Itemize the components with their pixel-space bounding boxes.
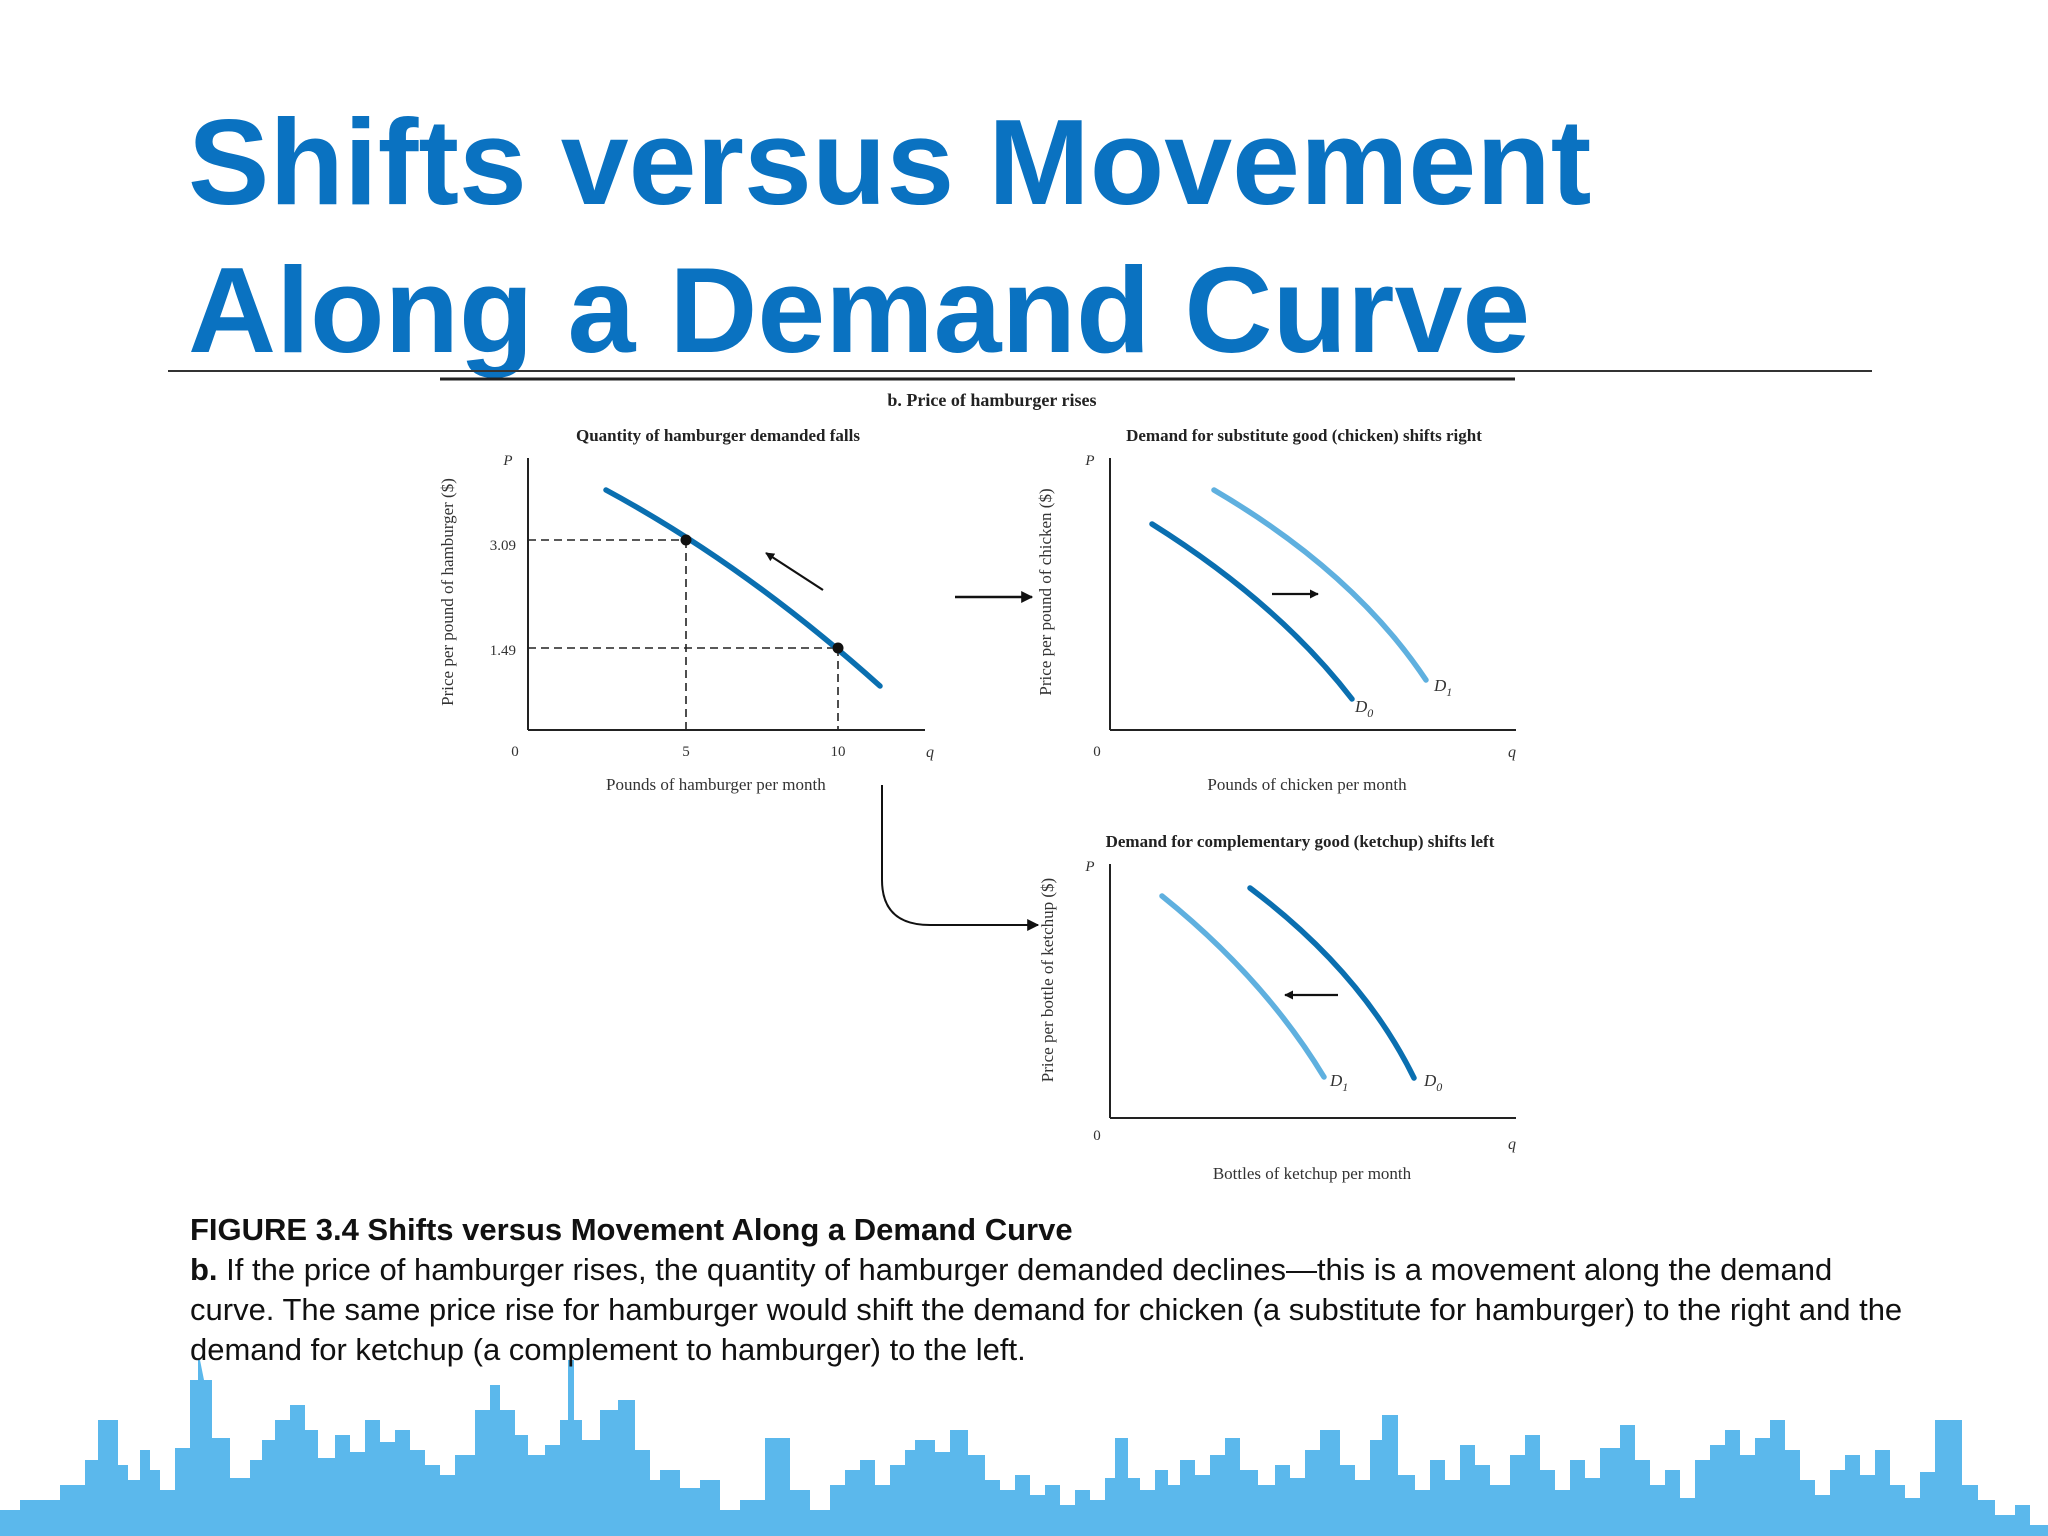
panel-hamburger-ylabel: Price per pound of hamburger ($) xyxy=(438,478,457,706)
panel-hamburger-origin: 0 xyxy=(511,744,519,760)
panel-chicken-xlabel: Pounds of chicken per month xyxy=(1207,775,1407,794)
y-tick-label: 1.49 xyxy=(490,643,516,659)
movement-arrow xyxy=(765,552,824,591)
slide-title-line1: Shifts versus Movement xyxy=(188,94,1592,230)
caption-title: FIGURE 3.4 Shifts versus Movement Along … xyxy=(190,1212,1073,1247)
ketchup-label-d0: D0 xyxy=(1423,1071,1442,1094)
ketchup-label-d1: D1 xyxy=(1329,1071,1348,1094)
x-tick-label: 5 xyxy=(682,744,690,760)
figure-header: b. Price of hamburger rises xyxy=(887,390,1096,410)
slide-title: Shifts versus Movement Along a Demand Cu… xyxy=(188,88,1888,384)
panel-hamburger-y-symbol: P xyxy=(502,453,512,469)
chicken-curve-d0 xyxy=(1149,521,1355,702)
chicken-curve-d1 xyxy=(1211,487,1429,683)
caption-body: If the price of hamburger rises, the qua… xyxy=(190,1252,1903,1367)
panel-ketchup-y-symbol: P xyxy=(1084,859,1094,875)
panel-chicken-y-symbol: P xyxy=(1084,453,1094,469)
panel-chicken-ylabel: Price per pound of chicken ($) xyxy=(1036,488,1055,695)
connector-arrow-down xyxy=(881,785,1040,931)
panel-ketchup-ylabel: Price per bottle of ketchup ($) xyxy=(1038,878,1057,1082)
hamburger-demand-curve xyxy=(603,487,883,689)
ketchup-curve-d1 xyxy=(1159,893,1327,1080)
panel-ketchup-title: Demand for complementary good (ketchup) … xyxy=(1106,832,1495,851)
title-divider xyxy=(168,370,1872,372)
panel-ketchup-origin: 0 xyxy=(1093,1128,1101,1144)
panel-hamburger-xlabel: Pounds of hamburger per month xyxy=(606,775,826,794)
panel-chicken-origin: 0 xyxy=(1093,744,1101,760)
skyline-silhouette xyxy=(0,1360,2048,1536)
panel-ketchup: Demand for complementary good (ketchup) … xyxy=(1038,832,1516,1183)
caption-lead: b. xyxy=(190,1252,218,1287)
panel-ketchup-xlabel: Bottles of ketchup per month xyxy=(1213,1164,1412,1183)
chicken-label-d0: D0 xyxy=(1354,697,1373,720)
panel-chicken-x-symbol: q xyxy=(1508,744,1516,761)
panel-hamburger-x-symbol: q xyxy=(926,744,934,761)
data-point-3.09 xyxy=(680,534,692,546)
slide-title-line2: Along a Demand Curve xyxy=(188,242,1531,378)
panel-hamburger-title: Quantity of hamburger demanded falls xyxy=(576,426,860,445)
x-tick-label: 10 xyxy=(831,744,846,760)
ketchup-curve-d0 xyxy=(1247,885,1417,1081)
figure-caption: FIGURE 3.4 Shifts versus Movement Along … xyxy=(190,1210,1910,1370)
panel-chicken-title: Demand for substitute good (chicken) shi… xyxy=(1126,426,1482,445)
panel-ketchup-x-symbol: q xyxy=(1508,1136,1516,1153)
panel-chicken: Demand for substitute good (chicken) shi… xyxy=(1036,426,1516,794)
chicken-label-d1: D1 xyxy=(1433,676,1452,699)
panel-hamburger: Quantity of hamburger demanded falls P 0… xyxy=(438,426,934,794)
y-tick-label: 3.09 xyxy=(490,538,516,554)
skyline-decoration xyxy=(0,1360,2048,1536)
data-point-1.49 xyxy=(832,642,844,654)
